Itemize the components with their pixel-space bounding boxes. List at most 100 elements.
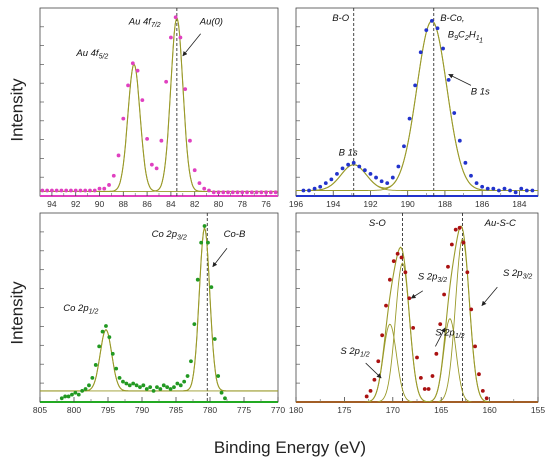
- peak-annotation: S 2p3/2: [418, 272, 447, 285]
- chart-panel-b1s: 196 194 192 190 188 186 184 B-O B-Co, B9C2H11 B 1s…: [289, 7, 539, 209]
- data-point: [469, 307, 474, 312]
- x-tick-label: 160: [483, 405, 497, 415]
- x-tick-label: 80: [214, 199, 224, 209]
- fit-component-curve: [296, 323, 538, 403]
- data-point: [453, 227, 458, 232]
- peak-annotation: Au-S-C: [484, 218, 516, 229]
- data-point: [264, 190, 268, 195]
- data-point: [141, 383, 146, 388]
- data-point: [130, 61, 135, 66]
- data-point: [93, 363, 98, 367]
- x-axis-label: Binding Energy (eV): [213, 438, 367, 457]
- data-point: [502, 186, 507, 191]
- data-point: [219, 390, 224, 395]
- data-point: [175, 381, 180, 386]
- data-point: [429, 19, 434, 23]
- data-point: [173, 15, 178, 20]
- data-point: [59, 188, 64, 193]
- fit-component-curve: [296, 20, 538, 191]
- peak-annotation: S 2p1/2: [435, 327, 464, 340]
- fit-component-curve: [296, 317, 538, 403]
- data-point: [69, 188, 73, 193]
- annotation-arrow: [435, 327, 446, 347]
- data-point: [126, 83, 130, 88]
- data-point: [131, 381, 136, 386]
- data-point: [178, 35, 183, 40]
- data-point: [249, 190, 254, 195]
- x-tick-label: 770: [271, 405, 285, 415]
- data-point: [418, 50, 423, 55]
- x-tick-label: 800: [67, 405, 81, 415]
- data-point: [207, 188, 211, 193]
- chart-panel-s2p: 180 175 170 165 160 155 S-O Au-S-C S 2p3/2 S 2p3/…: [289, 212, 545, 415]
- data-point: [318, 184, 323, 189]
- data-point: [480, 184, 485, 189]
- data-point: [104, 324, 108, 328]
- x-tick-label: 196: [289, 199, 303, 209]
- data-point: [182, 379, 187, 384]
- data-point: [107, 183, 111, 187]
- data-point: [491, 186, 496, 191]
- fit-envelope-curve: [296, 20, 538, 192]
- data-point: [223, 396, 227, 401]
- data-point: [216, 190, 221, 195]
- data-point: [70, 392, 74, 397]
- x-tick-label: 790: [135, 405, 149, 415]
- plot-frame: [295, 212, 539, 403]
- data-point: [135, 68, 140, 73]
- data-point: [312, 186, 317, 191]
- data-point: [202, 224, 207, 228]
- annotation-arrow: [212, 247, 228, 268]
- x-tick-label: 785: [169, 405, 183, 415]
- data-point: [384, 303, 388, 308]
- peak-annotation: S-O: [369, 218, 387, 229]
- data-point: [226, 190, 230, 195]
- data-point: [449, 242, 454, 247]
- data-point: [422, 387, 427, 391]
- x-tick-label: 192: [363, 199, 377, 209]
- data-point: [80, 388, 85, 393]
- data-point: [202, 186, 207, 191]
- x-tick-label: 194: [326, 199, 340, 209]
- data-point: [66, 394, 71, 399]
- data-point: [273, 190, 278, 195]
- data-point: [206, 240, 210, 245]
- peak-annotation: Co 2p1/2: [63, 303, 98, 316]
- peak-annotation: B9C2H11: [448, 29, 483, 44]
- x-tick-label: 84: [166, 199, 176, 209]
- peak-annotation: Au 4f7/2: [128, 17, 161, 30]
- data-point: [396, 164, 401, 169]
- data-point: [480, 388, 485, 393]
- peak-annotation: S 2p3/2: [503, 268, 532, 281]
- x-tick-label: 155: [531, 405, 545, 415]
- x-tick-label: 90: [95, 199, 105, 209]
- data-point: [513, 190, 518, 195]
- data-point: [413, 83, 418, 88]
- data-point: [212, 337, 217, 341]
- data-point: [399, 255, 404, 260]
- data-point: [216, 374, 221, 378]
- fit-component-curve: [296, 164, 538, 191]
- fit-envelope-curve: [40, 18, 278, 192]
- x-tick-label: 94: [47, 199, 57, 209]
- data-point: [434, 351, 439, 356]
- fit-component-curve: [40, 63, 278, 192]
- data-point: [59, 396, 64, 401]
- data-point: [63, 394, 68, 399]
- data-point: [102, 186, 107, 191]
- data-point: [73, 390, 78, 395]
- data-point: [83, 188, 88, 193]
- data-point: [145, 136, 150, 141]
- annotation-arrow: [410, 290, 424, 299]
- peak-annotation: B-O: [332, 13, 350, 24]
- annotation-arrow: [448, 73, 472, 86]
- data-point: [473, 344, 477, 349]
- fit-component-curve: [40, 18, 278, 192]
- data-point: [107, 335, 112, 340]
- peak-annotation: Co 2p3/2: [152, 229, 187, 242]
- annotation-arrow: [365, 362, 382, 379]
- data-point: [169, 35, 173, 40]
- x-tick-label: 165: [434, 405, 448, 415]
- data-point: [362, 168, 367, 173]
